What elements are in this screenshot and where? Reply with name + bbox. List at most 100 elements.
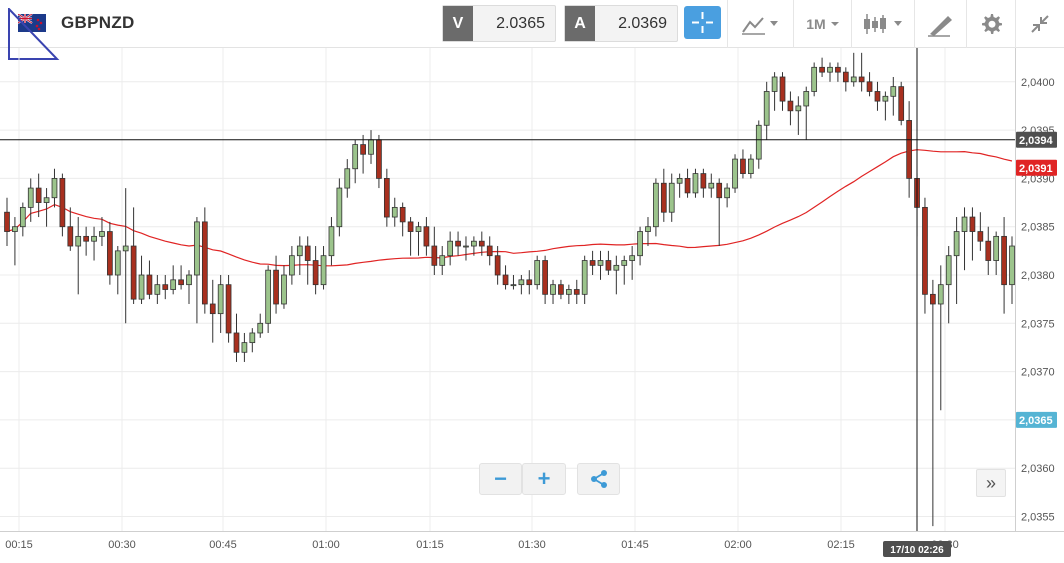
sell-price-value: 2.0365 <box>496 14 545 32</box>
chart-type-line-button[interactable] <box>738 8 788 40</box>
scroll-right-button[interactable]: » <box>976 469 1006 497</box>
candle-body-down <box>407 221 414 232</box>
candle <box>265 265 271 333</box>
candle-body-down <box>455 240 461 247</box>
candle-body-up <box>447 240 454 257</box>
candle <box>676 173 683 198</box>
candle <box>518 275 525 295</box>
candle-body-up <box>653 182 659 228</box>
candle <box>787 91 794 126</box>
buy-price-button[interactable]: A 2.0369 <box>564 5 678 42</box>
candle <box>91 226 97 261</box>
candle <box>866 72 873 97</box>
candle <box>637 226 643 266</box>
candle-body-up <box>265 269 271 324</box>
period-selector[interactable]: 1M <box>800 8 846 40</box>
candle-body-down <box>225 284 232 334</box>
zoom-out-button[interactable]: − <box>479 463 522 495</box>
candle <box>597 250 604 280</box>
candle-body-up <box>621 260 628 266</box>
candle-body-down <box>478 240 485 247</box>
candle-body-up <box>748 158 754 174</box>
candle <box>779 72 786 111</box>
candle-body-down <box>700 173 707 189</box>
candle <box>526 270 533 295</box>
candle-body-up <box>281 274 287 305</box>
candle <box>977 212 984 251</box>
candle-body-up <box>320 255 327 286</box>
candle <box>898 81 905 126</box>
sell-badge: V <box>443 6 473 41</box>
time-tick-label: 01:30 <box>518 539 546 551</box>
candle-body-down <box>209 303 216 315</box>
candle <box>439 246 446 276</box>
candle <box>803 86 810 140</box>
candle <box>653 178 659 237</box>
zoom-in-button[interactable]: + <box>522 463 566 495</box>
candle <box>937 265 944 411</box>
candle <box>811 62 818 97</box>
candle-type-button[interactable] <box>858 8 908 40</box>
candle-body-down <box>423 226 430 247</box>
price-chart[interactable]: 2,0355 2,0360 2,0365 2,0370 2,0375 2,0380 2,03… <box>0 48 1064 563</box>
candle <box>874 81 881 111</box>
candle <box>558 279 564 300</box>
drawing-tools-button[interactable] <box>920 8 960 40</box>
candle <box>4 197 10 247</box>
candle-body-up <box>138 274 145 300</box>
candle-body-down <box>67 226 74 247</box>
candle <box>122 188 129 324</box>
candle-body-down <box>1001 235 1007 286</box>
candle-body-up <box>763 91 770 126</box>
collapse-button[interactable] <box>1020 8 1060 40</box>
candle <box>289 246 295 285</box>
candle-body-down <box>985 240 992 261</box>
candle <box>613 255 620 295</box>
candle <box>217 275 224 333</box>
candle-body-down <box>866 81 873 92</box>
candle <box>320 246 327 290</box>
candle-body-down <box>787 100 794 112</box>
candle <box>67 207 74 251</box>
moving-average-layer <box>6 149 1013 267</box>
candle-body-up <box>803 91 810 107</box>
candle-body-up <box>827 66 833 73</box>
price-tick-label: 2,0385 <box>1021 222 1055 234</box>
candlestick-icon <box>864 14 902 34</box>
price-tick-label: 2,0400 <box>1021 77 1055 89</box>
candle-body-down <box>558 284 564 295</box>
candle <box>573 279 580 304</box>
candle <box>296 236 303 276</box>
candle <box>51 168 58 208</box>
candle <box>471 236 477 256</box>
candle-body-up <box>597 260 604 266</box>
candle-body-up <box>581 260 588 295</box>
candle-body-up <box>771 76 778 92</box>
candle <box>835 62 841 82</box>
candle-body-up <box>368 139 374 155</box>
crosshair-price-label: 2,0394 <box>1019 135 1054 147</box>
time-tick-label: 00:45 <box>209 539 237 551</box>
price-tick-label: 2,0370 <box>1021 367 1055 379</box>
candle-body-down <box>360 144 366 155</box>
candle-body-up <box>629 255 636 261</box>
share-button[interactable] <box>577 463 620 495</box>
candle <box>59 173 66 237</box>
time-tick-label: 01:00 <box>312 539 340 551</box>
sell-price-button[interactable]: V 2.0365 <box>442 5 556 42</box>
candle <box>510 275 517 290</box>
instrument-symbol[interactable]: GBPNZD <box>61 13 135 32</box>
crosshair-button[interactable] <box>684 6 721 39</box>
candle <box>716 178 723 247</box>
candle <box>581 255 588 304</box>
price-tick-label: 2,0375 <box>1021 318 1055 330</box>
candle <box>99 217 105 247</box>
candle-body-down <box>233 332 240 353</box>
candle-body-up <box>19 206 26 228</box>
candle-body-up <box>27 187 34 208</box>
candle <box>130 207 137 304</box>
settings-button[interactable] <box>972 8 1010 40</box>
candle-body-up <box>296 245 303 257</box>
candle <box>993 231 1000 276</box>
